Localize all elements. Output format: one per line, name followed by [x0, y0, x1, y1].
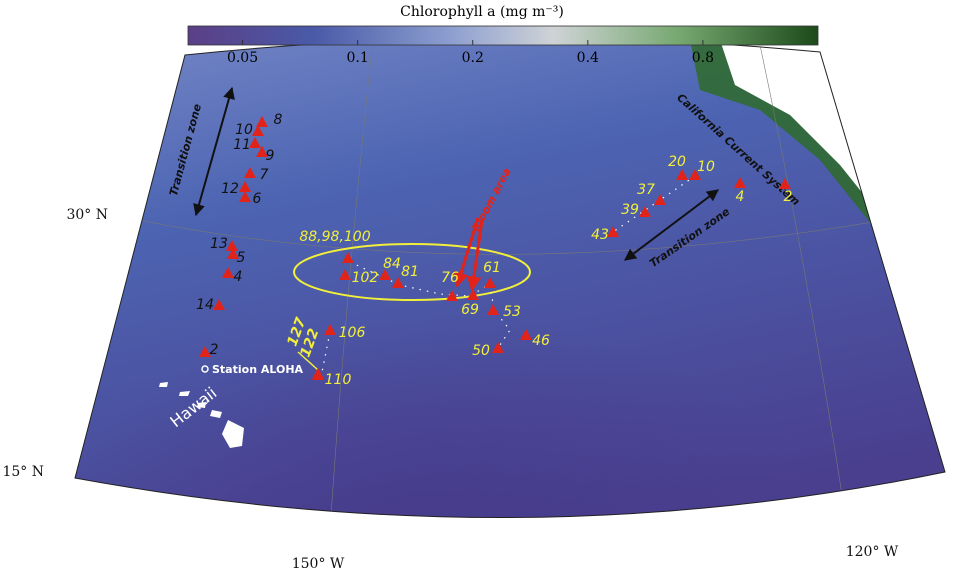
station-marker — [639, 206, 651, 217]
annotation: Station ALOHA — [212, 363, 304, 376]
colorbar-tick-label: 0.8 — [692, 50, 714, 66]
hawaiian-islands — [159, 382, 244, 448]
station-marker — [222, 267, 234, 278]
station-marker — [239, 181, 251, 192]
station-label: 106 — [339, 325, 366, 341]
station-label: 13 — [210, 236, 228, 252]
lon-label: 120° W — [846, 544, 899, 560]
station-marker — [226, 240, 238, 251]
colorbar-title: Chlorophyll a (mg m⁻³) — [400, 4, 564, 20]
station-marker — [244, 167, 256, 178]
station-label: 10 — [235, 122, 253, 138]
station-marker — [199, 346, 211, 357]
station-marker — [342, 252, 354, 263]
colorbar-tick-label: 0.1 — [347, 50, 369, 66]
station-label: 5 — [237, 250, 246, 266]
lat-label: 30° N — [66, 207, 108, 223]
station-label: 2 — [210, 342, 219, 358]
station-marker — [339, 269, 351, 280]
station-label: 81 — [401, 264, 419, 280]
station-label: 6 — [253, 191, 262, 207]
station-label: 84 — [383, 256, 401, 272]
station-marker — [239, 191, 251, 202]
station-marker — [607, 226, 619, 237]
station-label: 9 — [266, 148, 275, 164]
station-marker — [689, 169, 701, 180]
station-marker — [446, 290, 458, 301]
station-label: 110 — [325, 372, 352, 388]
station-label: 61 — [483, 260, 501, 276]
station-marker — [676, 169, 688, 180]
station-marker — [249, 137, 261, 148]
station-label: 11 — [233, 137, 251, 153]
station-label: 69 — [461, 302, 479, 318]
station-marker — [213, 299, 225, 310]
station-marker — [324, 324, 336, 335]
station-marker — [734, 177, 746, 188]
station-marker — [520, 329, 532, 340]
colorbar-tick-label: 0.4 — [577, 50, 599, 66]
colorbar-tick-label: 0.2 — [462, 50, 484, 66]
station-label: 4 — [234, 269, 243, 285]
station-marker — [779, 178, 791, 189]
station-label: 88,98,100 — [299, 229, 370, 245]
station-label: 7 — [260, 167, 269, 183]
station-label: 4 — [736, 189, 745, 205]
station-label: 50 — [472, 343, 490, 359]
station-marker — [252, 125, 264, 136]
station-marker — [492, 342, 504, 353]
station-aloha-marker — [201, 365, 209, 373]
colorbar-tick-label: 0.05 — [227, 50, 258, 66]
station-label: 12 — [221, 181, 239, 197]
station-marker — [484, 277, 496, 288]
station-label: 102 — [352, 270, 379, 286]
station-label: 53 — [503, 304, 521, 320]
lon-label: 150° W — [292, 556, 345, 572]
station-marker — [392, 277, 404, 288]
station-label: 46 — [532, 333, 550, 349]
station-marker — [256, 146, 268, 157]
station-label: 8 — [274, 112, 283, 128]
station-label: 2 — [784, 189, 793, 205]
station-marker — [654, 194, 666, 205]
station-marker — [487, 304, 499, 315]
lat-label: 15° N — [2, 464, 44, 480]
colorbar — [187, 25, 819, 46]
station-marker — [379, 269, 391, 280]
station-label: 43 — [591, 227, 609, 243]
station-marker — [467, 289, 479, 300]
station-marker — [227, 248, 239, 259]
station-label: 76 — [441, 270, 459, 286]
station-marker — [312, 369, 324, 380]
station-label: 14 — [196, 297, 214, 313]
station-label: 37 — [637, 182, 655, 198]
station-marker — [256, 116, 268, 127]
station-label: 20 — [668, 154, 686, 170]
station-label: 10 — [697, 159, 715, 175]
station-label: 39 — [621, 202, 639, 218]
